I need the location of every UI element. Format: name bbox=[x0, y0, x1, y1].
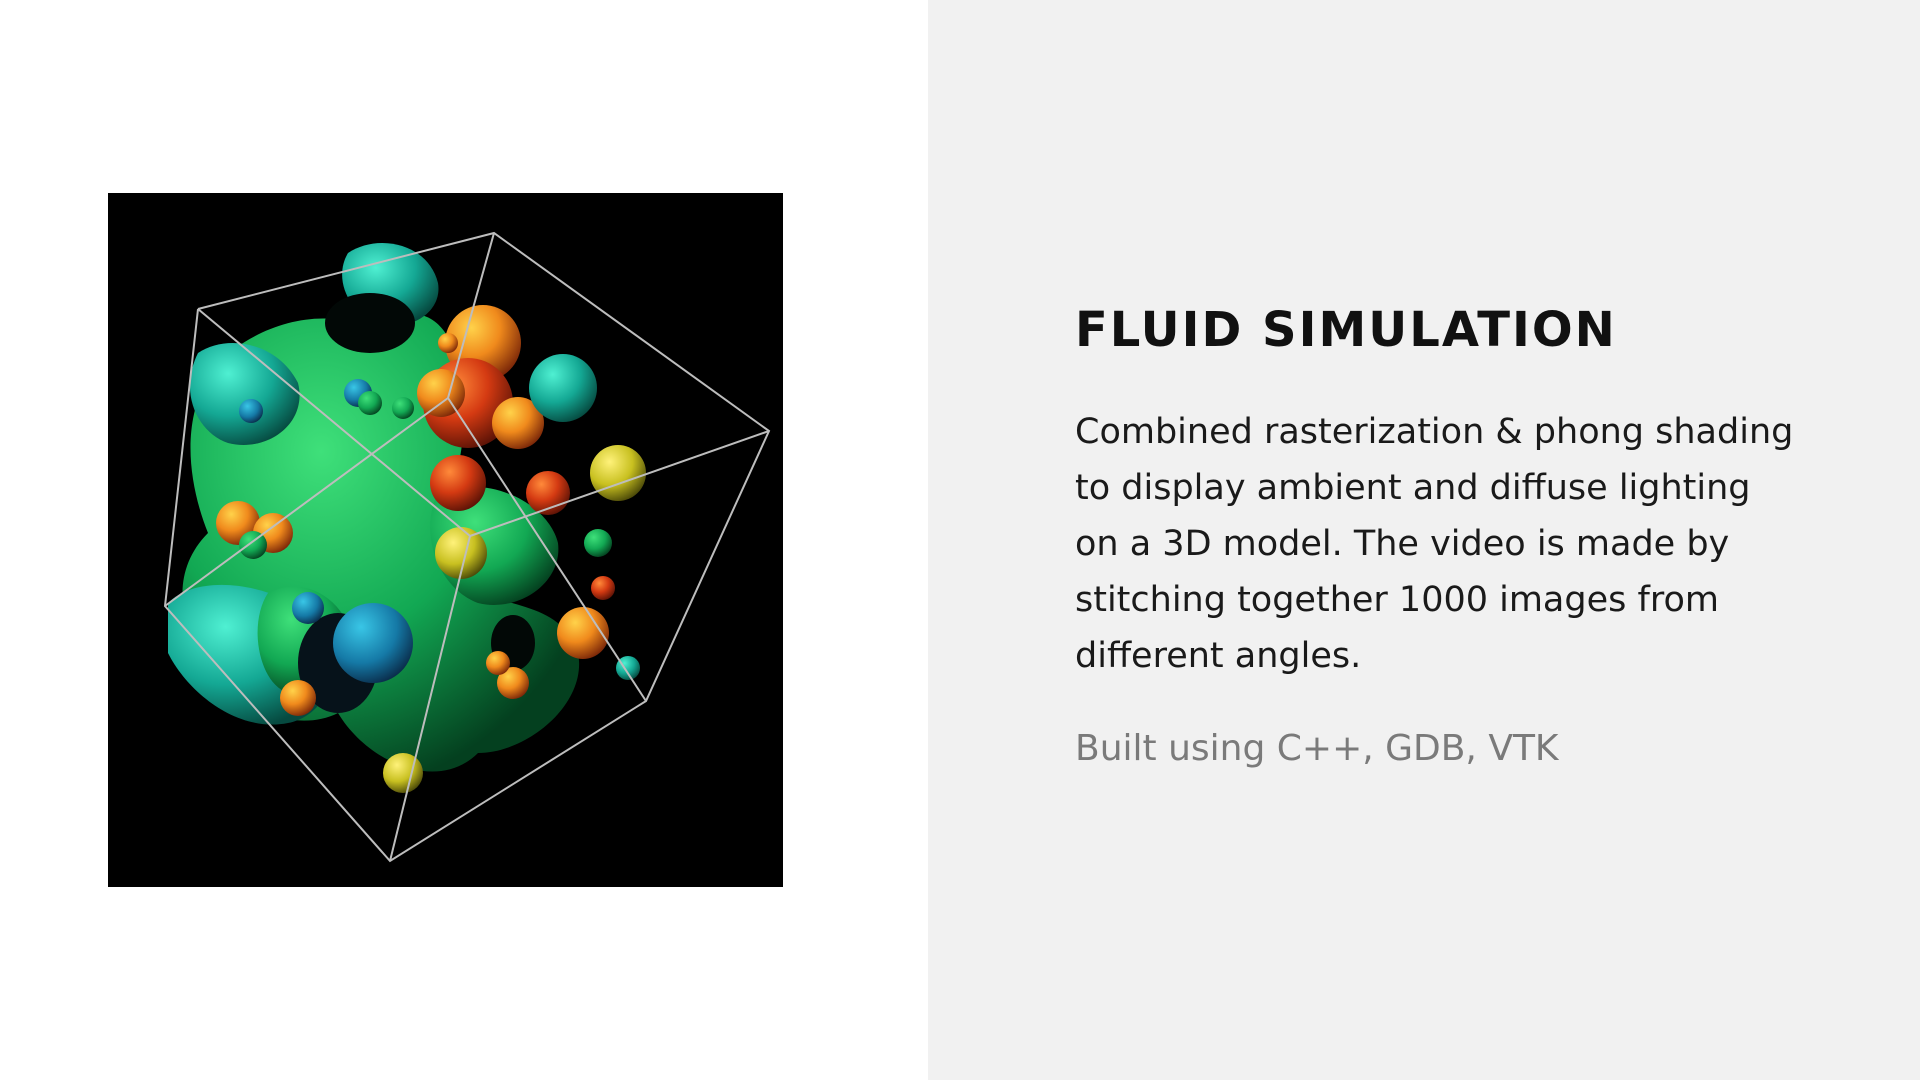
droplet-sphere bbox=[292, 592, 324, 624]
droplet-sphere bbox=[280, 680, 316, 716]
droplet-sphere bbox=[438, 333, 458, 353]
fluid-cavity-shape bbox=[325, 293, 415, 353]
tech-stack-text: Built using C++, GDB, VTK bbox=[1075, 728, 1559, 769]
project-description: Combined rasterization & phong shading t… bbox=[1075, 412, 1794, 676]
droplet-sphere bbox=[435, 527, 487, 579]
image-panel bbox=[0, 0, 928, 1080]
droplet-sphere bbox=[383, 753, 423, 793]
droplet-sphere bbox=[584, 529, 612, 557]
droplet-sphere bbox=[417, 369, 465, 417]
droplet-sphere bbox=[239, 531, 267, 559]
droplet-sphere bbox=[590, 445, 646, 501]
droplet-sphere bbox=[486, 651, 510, 675]
project-title: FLUID SIMULATION bbox=[1075, 302, 1617, 358]
droplet-sphere bbox=[492, 397, 544, 449]
droplet-sphere bbox=[616, 656, 640, 680]
droplet-sphere bbox=[358, 391, 382, 415]
bounding-cube-wireframe bbox=[163, 231, 771, 863]
fluid-simulation-render bbox=[108, 193, 783, 887]
fluid-surface-shape bbox=[189, 343, 300, 445]
text-panel bbox=[928, 0, 1920, 1080]
droplet-sphere bbox=[430, 455, 486, 511]
droplet-sphere bbox=[557, 607, 609, 659]
fluid-render-illustration bbox=[163, 231, 771, 863]
droplet-sphere bbox=[239, 399, 263, 423]
droplet-sphere bbox=[497, 667, 529, 699]
droplet-sphere bbox=[529, 354, 597, 422]
droplet-sphere bbox=[392, 397, 414, 419]
droplet-sphere bbox=[591, 576, 615, 600]
droplet-sphere bbox=[333, 603, 413, 683]
